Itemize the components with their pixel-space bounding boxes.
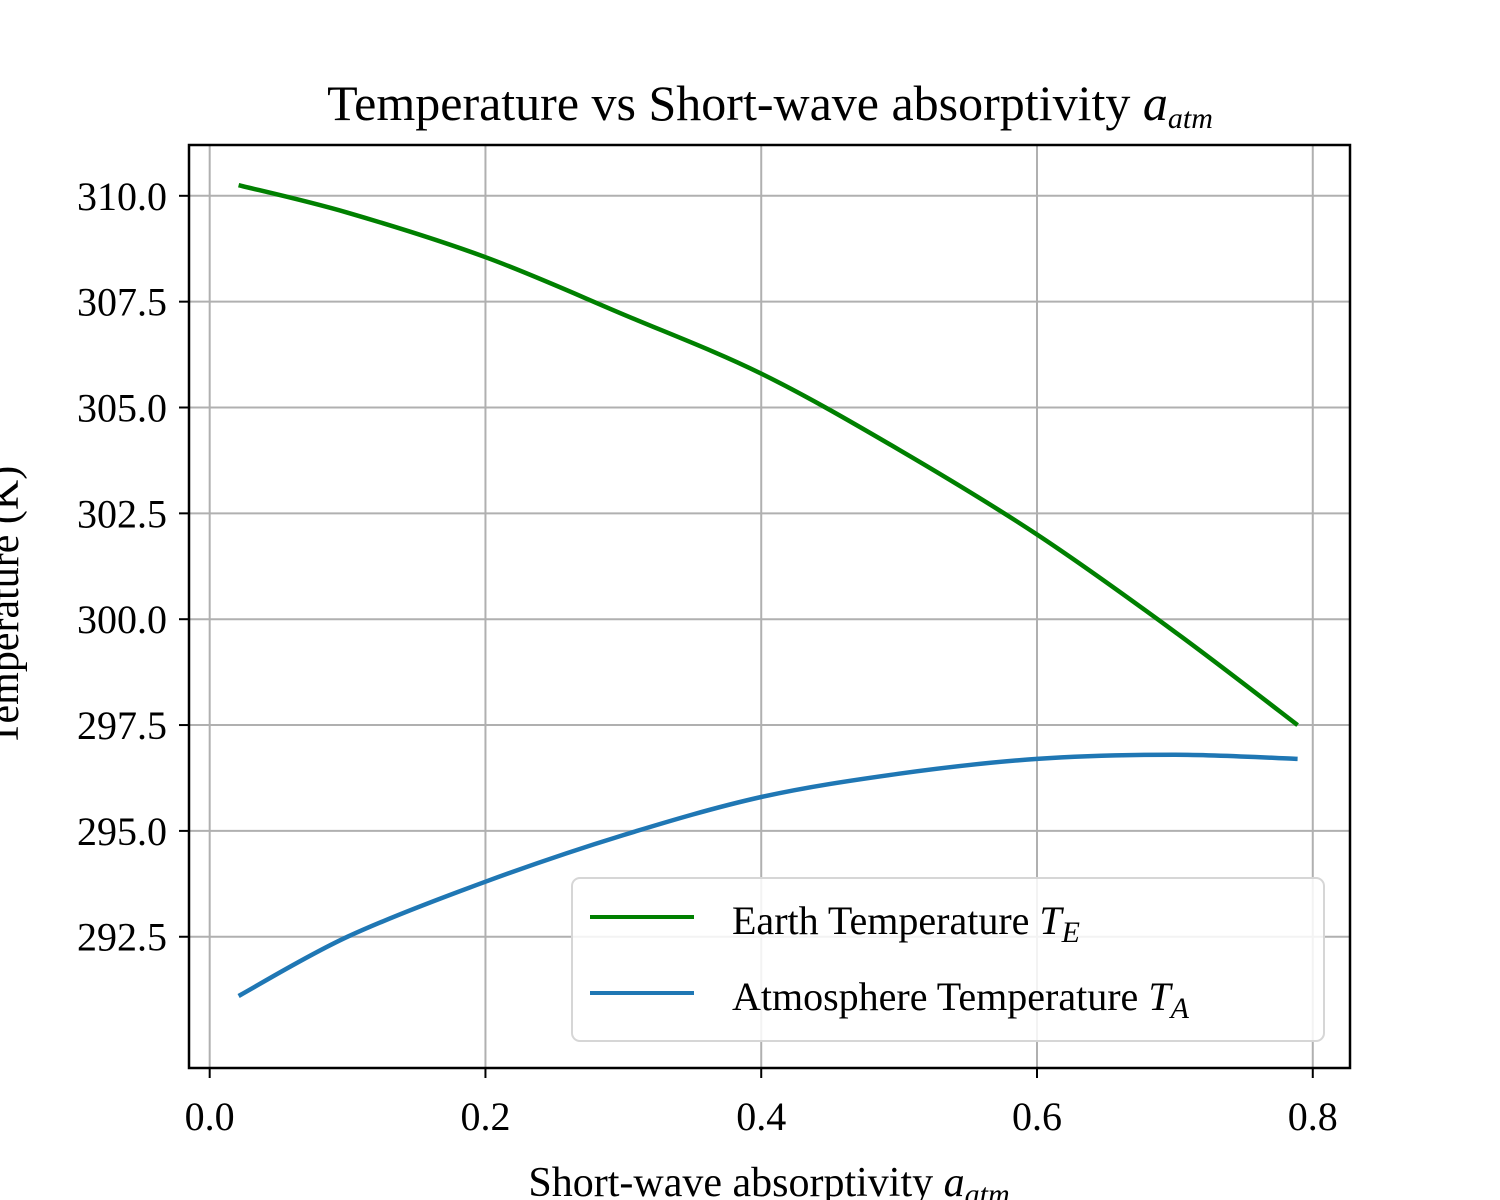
x-tick-label: 0.2 bbox=[460, 1094, 510, 1139]
legend-entry-earth: Earth Temperature TE bbox=[732, 898, 1080, 949]
y-tick-label: 307.5 bbox=[77, 280, 167, 325]
chart-title-text: Temperature vs Short-wave absorptivity bbox=[327, 75, 1130, 131]
legend-symbol-atmosphere: T bbox=[1148, 974, 1173, 1019]
y-tick-label: 302.5 bbox=[77, 491, 167, 536]
x-tick-label: 0.0 bbox=[185, 1094, 235, 1139]
legend-symbol-sub-atmosphere: A bbox=[1169, 992, 1190, 1025]
x-axis-label-symbol-sub: atm bbox=[965, 1178, 1010, 1200]
legend-symbol-earth: T bbox=[1039, 898, 1064, 943]
ticks: 0.0 0.2 0.4 0.6 0.8 292.5 295.0 297.5 300.0 302.5… bbox=[77, 174, 1338, 1139]
plot-frame bbox=[187, 143, 1352, 1070]
series-line-atmosphere bbox=[237, 752, 1298, 998]
legend: Earth Temperature TE Atmosphere Temperat… bbox=[571, 877, 1325, 1042]
y-tick-label: 310.0 bbox=[77, 174, 167, 219]
y-tick-label: 295.0 bbox=[77, 809, 167, 854]
y-axis-label: Temperature (K) bbox=[0, 466, 28, 746]
y-tick-label: 297.5 bbox=[77, 703, 167, 748]
legend-box bbox=[571, 877, 1325, 1042]
legend-entry-atmosphere: Atmosphere Temperature TA bbox=[732, 974, 1190, 1025]
chart-title-symbol-sub: atm bbox=[1168, 102, 1213, 135]
y-tick-label: 292.5 bbox=[77, 915, 167, 960]
y-tick-label: 305.0 bbox=[77, 386, 167, 431]
x-tick-label: 0.6 bbox=[1012, 1094, 1062, 1139]
chart-title: Temperature vs Short-wave absorptivity a… bbox=[327, 75, 1213, 135]
x-axis-label-text: Short-wave absorptivity bbox=[528, 1160, 933, 1200]
chart-title-symbol: a bbox=[1143, 75, 1168, 131]
series-layer bbox=[237, 183, 1299, 998]
legend-label-earth: Earth Temperature bbox=[732, 898, 1029, 943]
legend-symbol-sub-earth: E bbox=[1061, 916, 1080, 949]
x-tick-label: 0.4 bbox=[736, 1094, 786, 1139]
x-tick-label: 0.8 bbox=[1288, 1094, 1338, 1139]
x-axis-label: Short-wave absorptivity aatm bbox=[528, 1160, 1009, 1200]
y-tick-label: 300.0 bbox=[77, 597, 167, 642]
x-axis-label-symbol: a bbox=[944, 1160, 965, 1200]
legend-label-atmosphere: Atmosphere Temperature bbox=[732, 974, 1138, 1019]
series-line-earth bbox=[238, 183, 1299, 727]
